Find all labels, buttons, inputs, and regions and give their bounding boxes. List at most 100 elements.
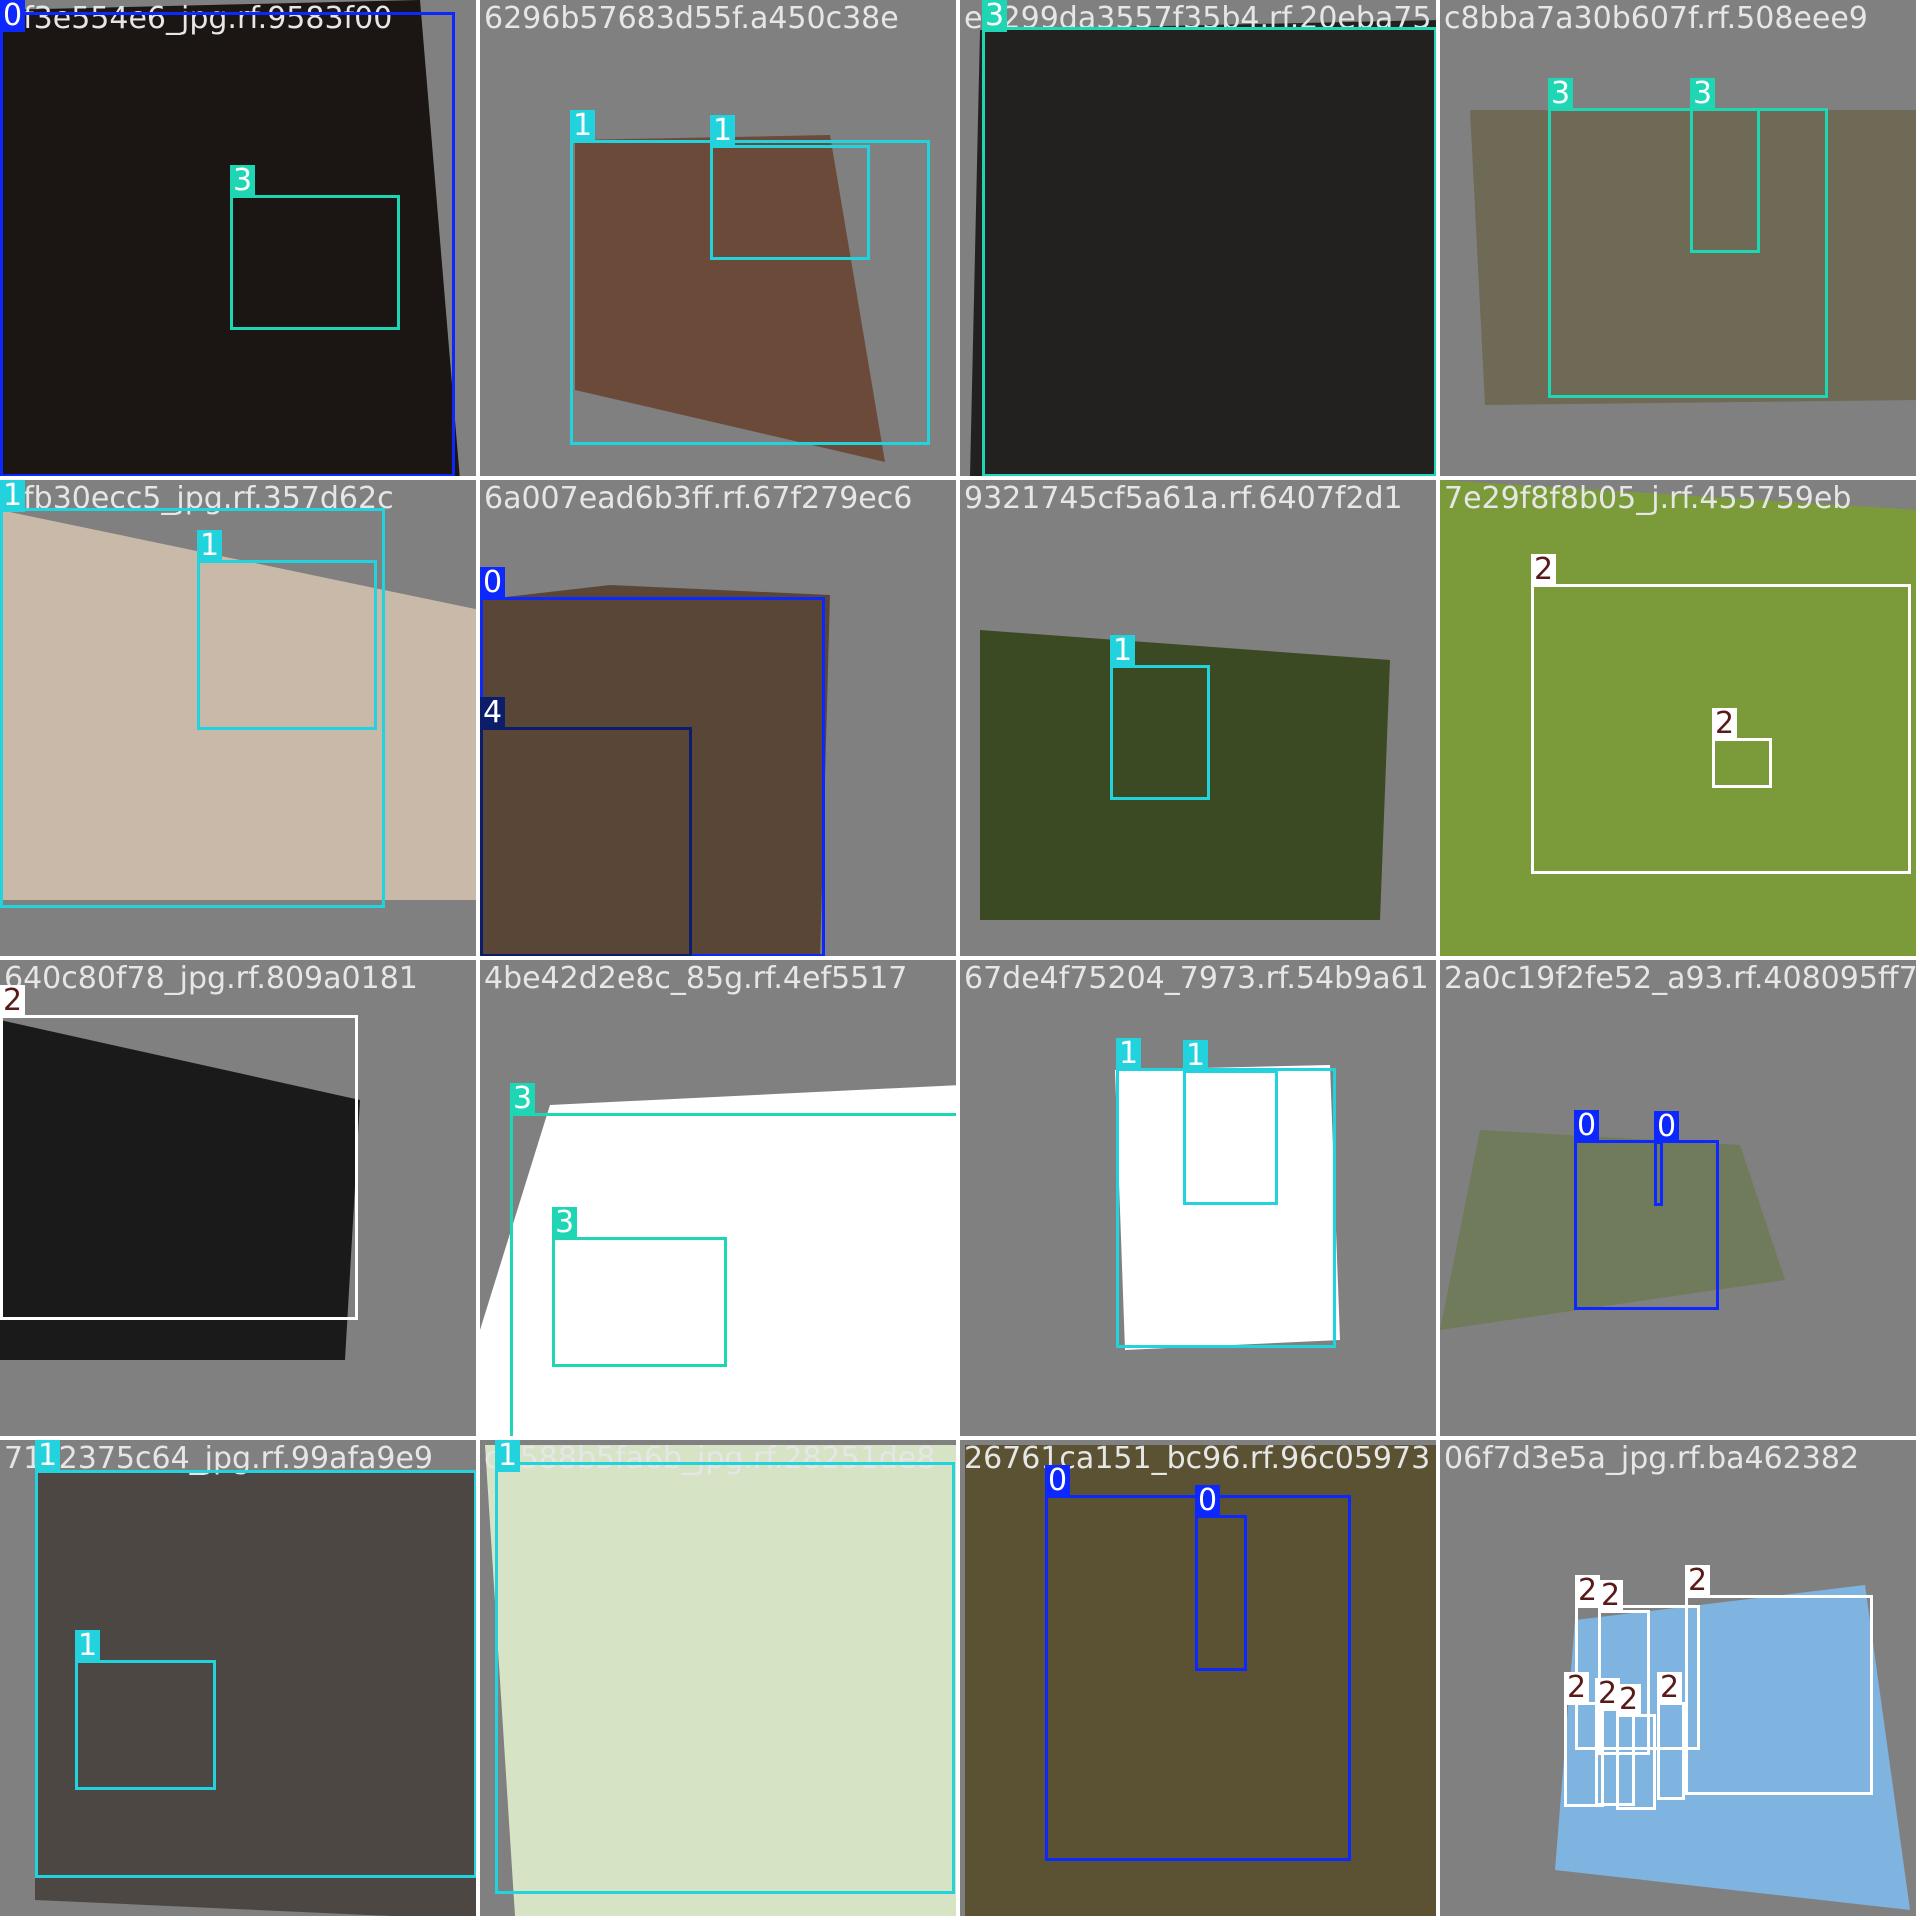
class-label: 1 xyxy=(1110,635,1136,667)
mosaic-tile: 8f3e554e6_jpg.rf.9583f00 0 3 xyxy=(0,0,476,476)
mosaic-tile: 26761ca151_bc96.rf.96c05973 0 0 xyxy=(960,1440,1436,1916)
mosaic-tile: 4fb30ecc5_jpg.rf.357d62c 1 1 xyxy=(0,480,476,956)
mosaic-tile: e4299da3557f35b4.rf.20eba75 3 xyxy=(960,0,1436,476)
photo-region xyxy=(575,135,885,462)
bounding-box xyxy=(982,27,1436,476)
bounding-box xyxy=(510,1113,956,1436)
augmented-photo xyxy=(575,135,885,462)
class-label: 2 xyxy=(1598,1580,1624,1612)
augmented-photo xyxy=(1440,480,1916,956)
class-label: 1 xyxy=(35,1440,61,1472)
bounding-box xyxy=(1616,1714,1656,1810)
photo-region xyxy=(480,585,830,956)
photo-region xyxy=(480,1085,956,1436)
augmented-photo xyxy=(1555,1585,1910,1910)
mosaic-tile: 67de4f75204_7973.rf.54b9a61 1 1 xyxy=(960,960,1436,1436)
mosaic-tile: 6296b57683d55f.a450c38e 1 1 xyxy=(480,0,956,476)
class-label: 3 xyxy=(1690,78,1716,110)
photo-region xyxy=(0,1020,360,1360)
photo-region xyxy=(1115,1065,1340,1350)
bounding-box xyxy=(552,1237,727,1367)
bounding-box xyxy=(0,508,385,908)
mosaic-tile: 9321745cf5a61a.rf.6407f2d1 1 xyxy=(960,480,1436,956)
class-label: 3 xyxy=(230,165,256,197)
class-label: 2 xyxy=(1657,1672,1683,1704)
mosaic-tile: 7e29f8f8b05_j.rf.455759eb 2 2 xyxy=(1440,480,1916,956)
photo-region xyxy=(0,510,476,900)
bounding-box xyxy=(1183,1070,1278,1205)
class-label: 2 xyxy=(1616,1684,1642,1716)
bounding-box xyxy=(1690,108,1760,253)
class-label: 0 xyxy=(1654,1111,1680,1143)
augmented-photo xyxy=(970,20,1436,476)
mosaic-tile: c8bba7a30b607f.rf.508eee9 3 3 xyxy=(1440,0,1916,476)
class-label: 4 xyxy=(480,697,506,729)
bounding-box xyxy=(1195,1515,1247,1671)
class-label: 0 xyxy=(1045,1465,1071,1497)
bounding-box xyxy=(0,1015,358,1320)
bounding-box xyxy=(230,195,400,330)
class-label: 1 xyxy=(75,1630,101,1662)
class-label: 1 xyxy=(197,530,223,562)
class-label: 2 xyxy=(1531,554,1557,586)
bounding-box xyxy=(1712,738,1772,788)
class-label: 0 xyxy=(0,0,26,32)
bounding-box xyxy=(480,727,692,956)
photo-region xyxy=(1555,1585,1910,1910)
bounding-box xyxy=(1110,665,1210,800)
augmented-photo xyxy=(980,630,1390,920)
class-label: 1 xyxy=(1116,1038,1142,1070)
class-label: 1 xyxy=(1183,1040,1209,1072)
class-label: 3 xyxy=(510,1083,536,1115)
class-label: 1 xyxy=(0,480,26,512)
photo-region xyxy=(1470,110,1916,405)
augmented-photo xyxy=(480,585,830,956)
mosaic-tile: 71c2375c64_jpg.rf.99afa9e9 1 1 xyxy=(0,1440,476,1916)
augmented-photo xyxy=(1470,110,1916,405)
mosaic-tile: 2a0c19f2fe52_a93.rf.408095ff7 0 0 xyxy=(1440,960,1916,1436)
bounding-box xyxy=(1116,1068,1336,1348)
bounding-box xyxy=(710,145,870,260)
class-label: 2 xyxy=(1595,1678,1621,1710)
mosaic-tile: 06f7d3e5a_jpg.rf.ba462382 2 2 2 2 2 2 2 xyxy=(1440,1440,1916,1916)
class-label: 0 xyxy=(1195,1485,1221,1517)
bounding-box xyxy=(1531,584,1911,874)
class-label: 2 xyxy=(1564,1672,1590,1704)
augmented-photo xyxy=(35,1470,476,1916)
photo-region xyxy=(970,20,1436,476)
photo-region xyxy=(1440,480,1916,956)
bounding-box xyxy=(1574,1140,1719,1310)
augmented-photo xyxy=(965,1445,1436,1916)
bounding-box xyxy=(1657,1702,1685,1800)
mosaic-tile: 4be42d2e8c_85g.rf.4ef5517 3 3 xyxy=(480,960,956,1436)
bounding-box xyxy=(1548,108,1828,398)
class-label: 2 xyxy=(1712,708,1738,740)
augmented-photo xyxy=(0,510,476,900)
augmented-photo xyxy=(0,1020,360,1360)
mosaic-tile: c5588b5fa6b_jpg.rf.28251de8 1 xyxy=(480,1440,956,1916)
bounding-box xyxy=(0,12,455,476)
class-label: 2 xyxy=(1575,1575,1601,1607)
class-label: 3 xyxy=(982,0,1008,32)
photo-region xyxy=(1440,1130,1785,1330)
class-label: 2 xyxy=(0,985,26,1017)
photo-region xyxy=(965,1445,1436,1916)
class-label: 1 xyxy=(495,1440,521,1472)
bounding-box xyxy=(35,1470,476,1878)
class-label: 1 xyxy=(570,110,596,142)
bounding-box xyxy=(1654,1141,1663,1206)
bounding-box xyxy=(75,1660,216,1790)
bounding-box xyxy=(495,1462,955,1894)
photo-region xyxy=(0,0,460,476)
augmented-photo xyxy=(0,0,460,476)
photo-region xyxy=(980,630,1390,920)
class-label: 3 xyxy=(1548,78,1574,110)
photo-region xyxy=(35,1470,476,1916)
augmented-photo xyxy=(480,1085,956,1436)
bounding-box xyxy=(570,140,930,445)
augmented-photo xyxy=(1440,1130,1785,1330)
class-label: 1 xyxy=(710,115,736,147)
class-label: 0 xyxy=(480,567,506,599)
mosaic-tile: 640c80f78_jpg.rf.809a0181 2 xyxy=(0,960,476,1436)
